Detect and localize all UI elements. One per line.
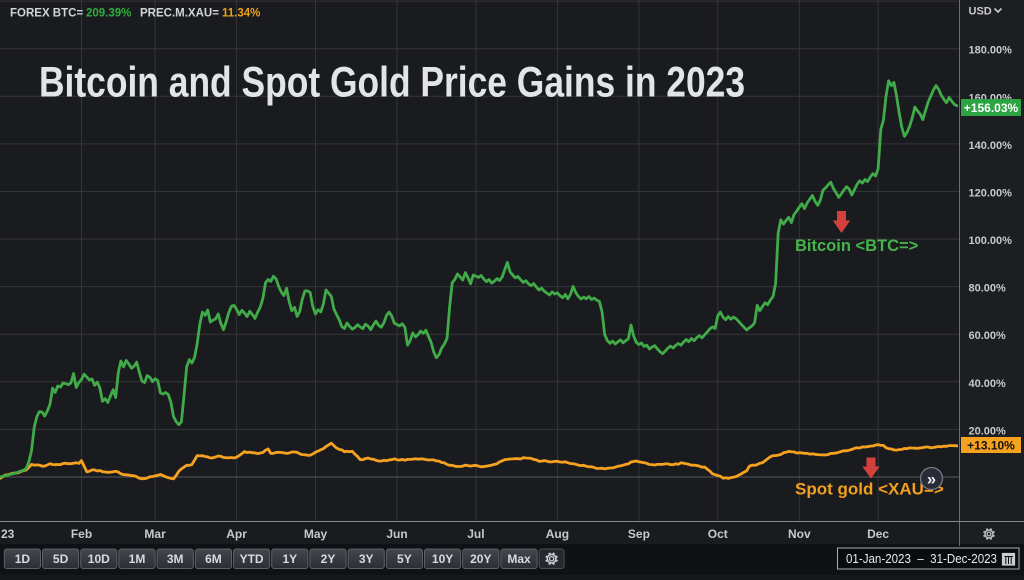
svg-text:23: 23 [1,527,15,541]
svg-text:11.34%: 11.34% [222,8,260,20]
svg-text:Max: Max [507,552,531,566]
svg-text:80.00%: 80.00% [969,283,1007,295]
svg-text:YTD: YTD [240,552,264,566]
svg-text:Bitcoin <BTC=>: Bitcoin <BTC=> [795,237,918,255]
svg-text:120.00%: 120.00% [969,188,1013,200]
svg-text:20.00%: 20.00% [969,425,1007,437]
svg-text:Dec: Dec [867,527,889,541]
svg-text:Sep: Sep [628,527,650,541]
svg-text:Apr: Apr [226,527,247,541]
svg-text:+156.03%: +156.03% [964,101,1019,115]
svg-text:PREC.M.XAU=: PREC.M.XAU= [140,8,219,20]
svg-text:1D: 1D [15,552,31,566]
svg-text:5D: 5D [53,552,69,566]
svg-text:+13.10%: +13.10% [967,439,1015,453]
svg-text:Nov: Nov [788,527,811,541]
svg-text:5Y: 5Y [397,552,412,566]
svg-text:May: May [304,527,328,541]
svg-text:USD: USD [969,6,992,18]
svg-text:Jul: Jul [467,527,484,541]
svg-text:60.00%: 60.00% [969,330,1007,342]
svg-text:Aug: Aug [546,527,569,541]
svg-text:3M: 3M [167,552,184,566]
svg-text:20Y: 20Y [470,552,491,566]
svg-text:Jun: Jun [386,527,407,541]
svg-text:Bitcoin and Spot Gold Price Ga: Bitcoin and Spot Gold Price Gains in 202… [39,58,745,106]
svg-text:01-Jan-2023 – 31-Dec-2023: 01-Jan-2023 – 31-Dec-2023 [846,551,997,566]
svg-text:Mar: Mar [144,527,166,541]
svg-text:140.00%: 140.00% [969,140,1013,152]
svg-text:209.39%: 209.39% [86,8,131,20]
svg-text:3Y: 3Y [359,552,374,566]
svg-text:Feb: Feb [71,527,92,541]
svg-text:10D: 10D [88,552,110,566]
svg-text:1Y: 1Y [282,552,297,566]
svg-text:1M: 1M [129,552,146,566]
svg-text:»: » [927,471,936,489]
svg-text:2Y: 2Y [321,552,336,566]
svg-text:FOREX BTC=: FOREX BTC= [10,8,83,20]
svg-text:180.00%: 180.00% [969,45,1013,57]
svg-text:6M: 6M [205,552,222,566]
svg-text:40.00%: 40.00% [969,378,1007,390]
svg-text:Spot gold <XAU=>: Spot gold <XAU=> [795,480,944,499]
svg-text:Oct: Oct [708,527,728,541]
svg-text:10Y: 10Y [432,552,453,566]
svg-text:100.00%: 100.00% [969,235,1013,247]
